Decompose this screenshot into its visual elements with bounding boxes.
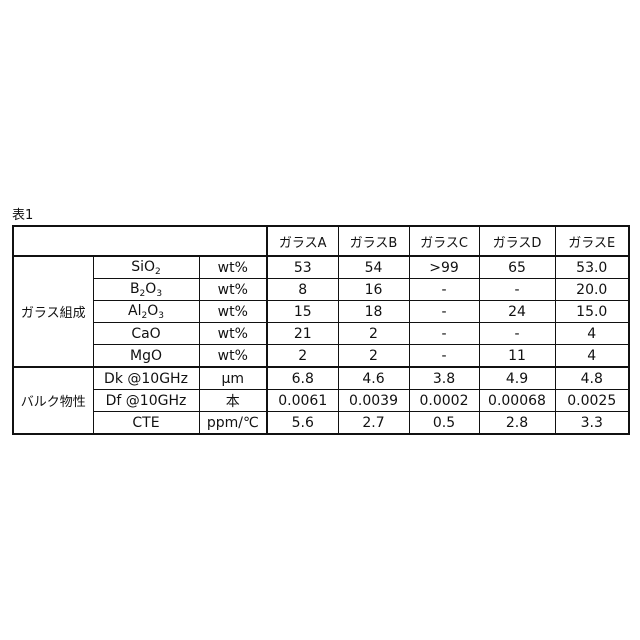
value-cell: 53 — [267, 256, 338, 279]
unit-cell: wt% — [199, 323, 267, 345]
value-cell: 0.00068 — [479, 390, 555, 412]
table-row: バルク物性Dk @10GHzμm6.84.63.84.94.8 — [13, 367, 629, 390]
unit-cell: wt% — [199, 279, 267, 301]
table-row: Df @10GHz 本0.00610.00390.00020.000680.002… — [13, 390, 629, 412]
table-row: B2O3wt%816--20.0 — [13, 279, 629, 301]
header-blank-cell — [13, 226, 267, 256]
value-cell: 15 — [267, 301, 338, 323]
item-text: Df @10GHz — [106, 393, 187, 409]
value-cell: 5.6 — [267, 412, 338, 435]
value-cell: 54 — [338, 256, 409, 279]
column-header: ガラスE — [555, 226, 629, 256]
value-cell: 53.0 — [555, 256, 629, 279]
unit-cell: wt% — [199, 256, 267, 279]
unit-cell: wt% — [199, 301, 267, 323]
value-cell: 2.8 — [479, 412, 555, 435]
item-label: CTE — [93, 412, 199, 435]
value-cell: 4 — [555, 345, 629, 368]
subscript: 3 — [156, 289, 162, 299]
group-label: バルク物性 — [13, 367, 93, 434]
value-cell: - — [409, 301, 479, 323]
value-cell: - — [479, 323, 555, 345]
value-cell: 0.0002 — [409, 390, 479, 412]
value-cell: 3.8 — [409, 367, 479, 390]
subscript: 2 — [155, 267, 161, 277]
item-label: Al2O3 — [93, 301, 199, 323]
value-cell: - — [409, 279, 479, 301]
value-cell: >99 — [409, 256, 479, 279]
item-label: MgO — [93, 345, 199, 368]
value-cell: - — [409, 345, 479, 368]
item-label: Dk @10GHz — [93, 367, 199, 390]
value-cell: 4 — [555, 323, 629, 345]
item-label: SiO2 — [93, 256, 199, 279]
value-cell: 0.0025 — [555, 390, 629, 412]
column-header: ガラスA — [267, 226, 338, 256]
unit-cell: ppm/℃ — [199, 412, 267, 435]
value-cell: 3.3 — [555, 412, 629, 435]
value-cell: 0.0039 — [338, 390, 409, 412]
value-cell: 15.0 — [555, 301, 629, 323]
value-cell: 11 — [479, 345, 555, 368]
unit-cell: 本 — [199, 390, 267, 412]
glass-properties-table: ガラスAガラスBガラスCガラスDガラスEガラス組成SiO2wt%5354>996… — [12, 225, 630, 435]
table-row: ガラス組成SiO2wt%5354>996553.0 — [13, 256, 629, 279]
value-cell: 18 — [338, 301, 409, 323]
item-text: CTE — [132, 415, 159, 431]
unit-cell: μm — [199, 367, 267, 390]
item-text: SiO — [131, 259, 155, 275]
item-label: CaO — [93, 323, 199, 345]
table-row: CaOwt%212--4 — [13, 323, 629, 345]
table-row: Al2O3wt%1518-2415.0 — [13, 301, 629, 323]
value-cell: 21 — [267, 323, 338, 345]
value-cell: 4.8 — [555, 367, 629, 390]
value-cell: 2 — [267, 345, 338, 368]
item-text: CaO — [131, 326, 160, 342]
value-cell: 6.8 — [267, 367, 338, 390]
column-header: ガラスC — [409, 226, 479, 256]
item-text: B — [130, 281, 140, 297]
value-cell: 0.0061 — [267, 390, 338, 412]
item-label: B2O3 — [93, 279, 199, 301]
unit-cell: wt% — [199, 345, 267, 368]
table-row: MgOwt%22-114 — [13, 345, 629, 368]
header-row: ガラスAガラスBガラスCガラスDガラスE — [13, 226, 629, 256]
value-cell: 2 — [338, 345, 409, 368]
value-cell: - — [479, 279, 555, 301]
value-cell: 2.7 — [338, 412, 409, 435]
value-cell: 24 — [479, 301, 555, 323]
value-cell: - — [409, 323, 479, 345]
item-text: O — [147, 303, 158, 319]
column-header: ガラスD — [479, 226, 555, 256]
item-text: O — [145, 281, 156, 297]
table-caption: 表1 — [12, 204, 33, 223]
item-text: Dk @10GHz — [104, 371, 188, 387]
value-cell: 65 — [479, 256, 555, 279]
value-cell: 8 — [267, 279, 338, 301]
item-label: Df @10GHz — [93, 390, 199, 412]
item-text: MgO — [130, 348, 162, 364]
group-label: ガラス組成 — [13, 256, 93, 367]
item-text: Al — [128, 303, 141, 319]
value-cell: 16 — [338, 279, 409, 301]
value-cell: 4.9 — [479, 367, 555, 390]
column-header: ガラスB — [338, 226, 409, 256]
value-cell: 20.0 — [555, 279, 629, 301]
table-row: CTE ppm/℃5.62.70.52.83.3 — [13, 412, 629, 435]
value-cell: 2 — [338, 323, 409, 345]
subscript: 3 — [158, 311, 164, 321]
value-cell: 4.6 — [338, 367, 409, 390]
value-cell: 0.5 — [409, 412, 479, 435]
